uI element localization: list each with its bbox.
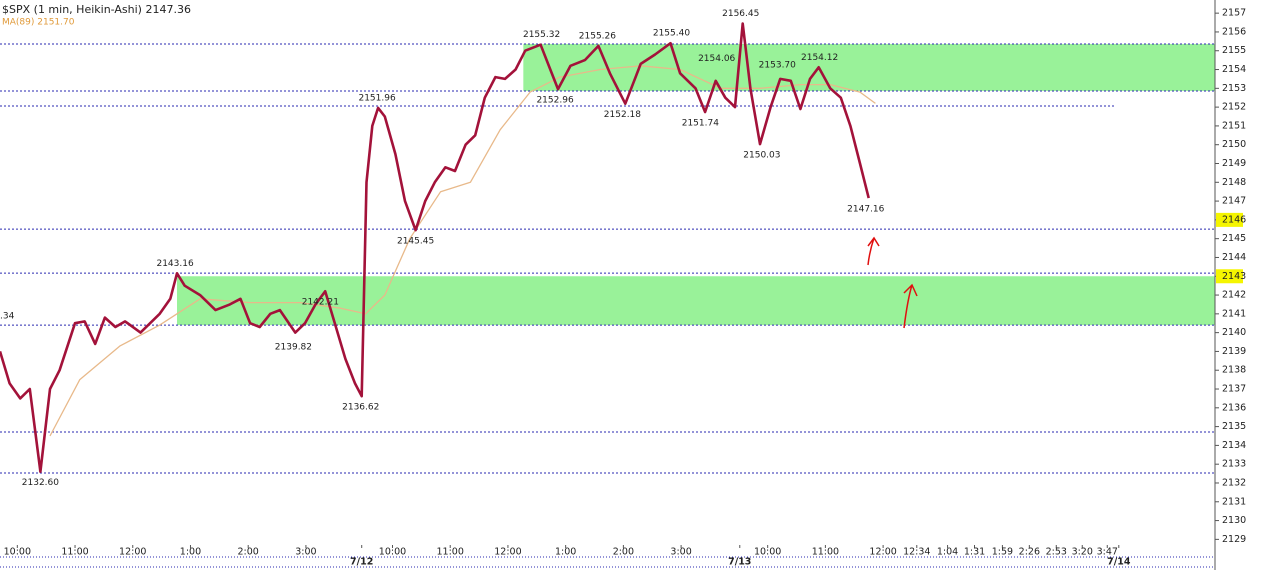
- price-line: [0, 22, 870, 473]
- price-annotation: 2152.96: [536, 96, 573, 106]
- x-tick-label: 3:20: [1072, 547, 1093, 558]
- price-annotation: 2142.21: [302, 298, 339, 308]
- x-tick-label: 2:00: [238, 547, 259, 558]
- y-tick-label: 2138: [1222, 365, 1246, 376]
- labels: 2129 2130 2131 2132 2133 2134 2135 2136 2137 2138…: [0, 8, 1246, 568]
- series-legend: $SPX (1 min, Heikin-Ashi) 2147.36: [2, 3, 191, 16]
- y-tick-label: 2143: [1222, 271, 1246, 282]
- lines: [0, 22, 876, 473]
- y-tick-label: 2146: [1222, 214, 1246, 225]
- x-tick-label: 11:00: [437, 547, 464, 558]
- y-tick-label: 2130: [1222, 515, 1246, 526]
- y-tick-label: 2156: [1222, 26, 1246, 37]
- y-tick-label: 2134: [1222, 440, 1246, 451]
- price-annotation: 2155.26: [579, 31, 616, 41]
- x-tick-label: 1:00: [555, 547, 576, 558]
- y-tick-label: 2140: [1222, 327, 1246, 338]
- price-annotation: .34: [0, 312, 15, 322]
- series-legend: MA(89) 2151.70: [2, 18, 75, 28]
- x-tick-label: 12:00: [119, 547, 146, 558]
- tick-highlight: [1216, 212, 1243, 227]
- price-annotation: 2152.18: [604, 110, 641, 120]
- price-annotation: 2136.62: [342, 403, 379, 413]
- date-tick-label: 7/14: [1107, 557, 1131, 568]
- y-tick-label: 2155: [1222, 45, 1246, 56]
- x-tick-label: 1:04: [937, 547, 958, 558]
- zones: [177, 43, 1216, 326]
- x-tick-label: 10:00: [379, 547, 406, 558]
- y-tick-label: 2133: [1222, 459, 1246, 470]
- y-tick-label: 2151: [1222, 120, 1246, 131]
- y-tick-label: 2131: [1222, 496, 1246, 507]
- y-tick-label: 2136: [1222, 402, 1246, 413]
- price-annotation: 2154.06: [698, 54, 735, 64]
- y-tick-label: 2145: [1222, 233, 1246, 244]
- price-annotation: 2155.32: [523, 30, 560, 40]
- x-tick-label: 10:00: [754, 547, 781, 558]
- y-tick-label: 2147: [1222, 196, 1246, 207]
- tick-highlight: [1216, 269, 1243, 284]
- price-annotation: 2132.60: [22, 478, 59, 488]
- y-tick-label: 2137: [1222, 384, 1246, 395]
- x-tick-label: 1:00: [180, 547, 201, 558]
- x-tick-label: 12:34: [903, 547, 930, 558]
- x-tick-label: 2:53: [1046, 547, 1067, 558]
- price-annotation: 2154.12: [801, 53, 838, 63]
- price-annotation: 2147.16: [847, 205, 884, 215]
- y-tick-label: 2141: [1222, 308, 1246, 319]
- support-zone: [177, 276, 1216, 326]
- x-tick-label: 10:00: [4, 547, 31, 558]
- price-annotation: 2139.82: [275, 343, 312, 353]
- x-tick-label: 12:00: [869, 547, 896, 558]
- x-tick-label: 12:00: [494, 547, 521, 558]
- x-tick-label: 1:31: [964, 547, 985, 558]
- y-tick-label: 2153: [1222, 83, 1246, 94]
- price-annotation: 2156.45: [722, 9, 759, 19]
- y-tick-label: 2157: [1222, 8, 1246, 19]
- x-tick-label: 3:00: [670, 547, 691, 558]
- date-tick-label: 7/13: [728, 557, 751, 568]
- x-tick-label: 11:00: [812, 547, 839, 558]
- y-tick-label: 2132: [1222, 477, 1246, 488]
- hand-arrow: [867, 236, 880, 266]
- x-tick-label: 2:00: [613, 547, 634, 558]
- y-tick-label: 2144: [1222, 252, 1246, 263]
- x-tick-label: 11:00: [61, 547, 88, 558]
- y-tick-label: 2135: [1222, 421, 1246, 432]
- hand-arrow: [903, 283, 918, 329]
- y-tick-label: 2129: [1222, 534, 1246, 545]
- y-tick-label: 2150: [1222, 139, 1246, 150]
- y-tick-label: 2139: [1222, 346, 1246, 357]
- price-annotation: 2150.03: [743, 151, 780, 161]
- price-annotation: 2155.40: [653, 29, 690, 39]
- price-annotation: 2151.96: [358, 93, 395, 103]
- price-annotation: 2153.70: [759, 61, 796, 71]
- grid: [0, 12, 1219, 548]
- price-annotation: 2151.74: [682, 119, 719, 129]
- x-tick-label: 2:26: [1019, 547, 1040, 558]
- y-tick-label: 2154: [1222, 64, 1246, 75]
- x-tick-label: 1:59: [992, 547, 1013, 558]
- price-annotation: 2145.45: [397, 237, 434, 247]
- y-tick-label: 2152: [1222, 102, 1246, 113]
- y-tick-label: 2149: [1222, 158, 1246, 169]
- x-tick-label: 3:47: [1097, 547, 1118, 558]
- moving-average-line: [49, 65, 876, 437]
- date-tick-label: 7/12: [350, 557, 373, 568]
- price-annotation: 2143.16: [156, 259, 193, 269]
- x-tick-label: 3:00: [295, 547, 316, 558]
- y-tick-label: 2148: [1222, 177, 1246, 188]
- y-tick-label: 2142: [1222, 290, 1246, 301]
